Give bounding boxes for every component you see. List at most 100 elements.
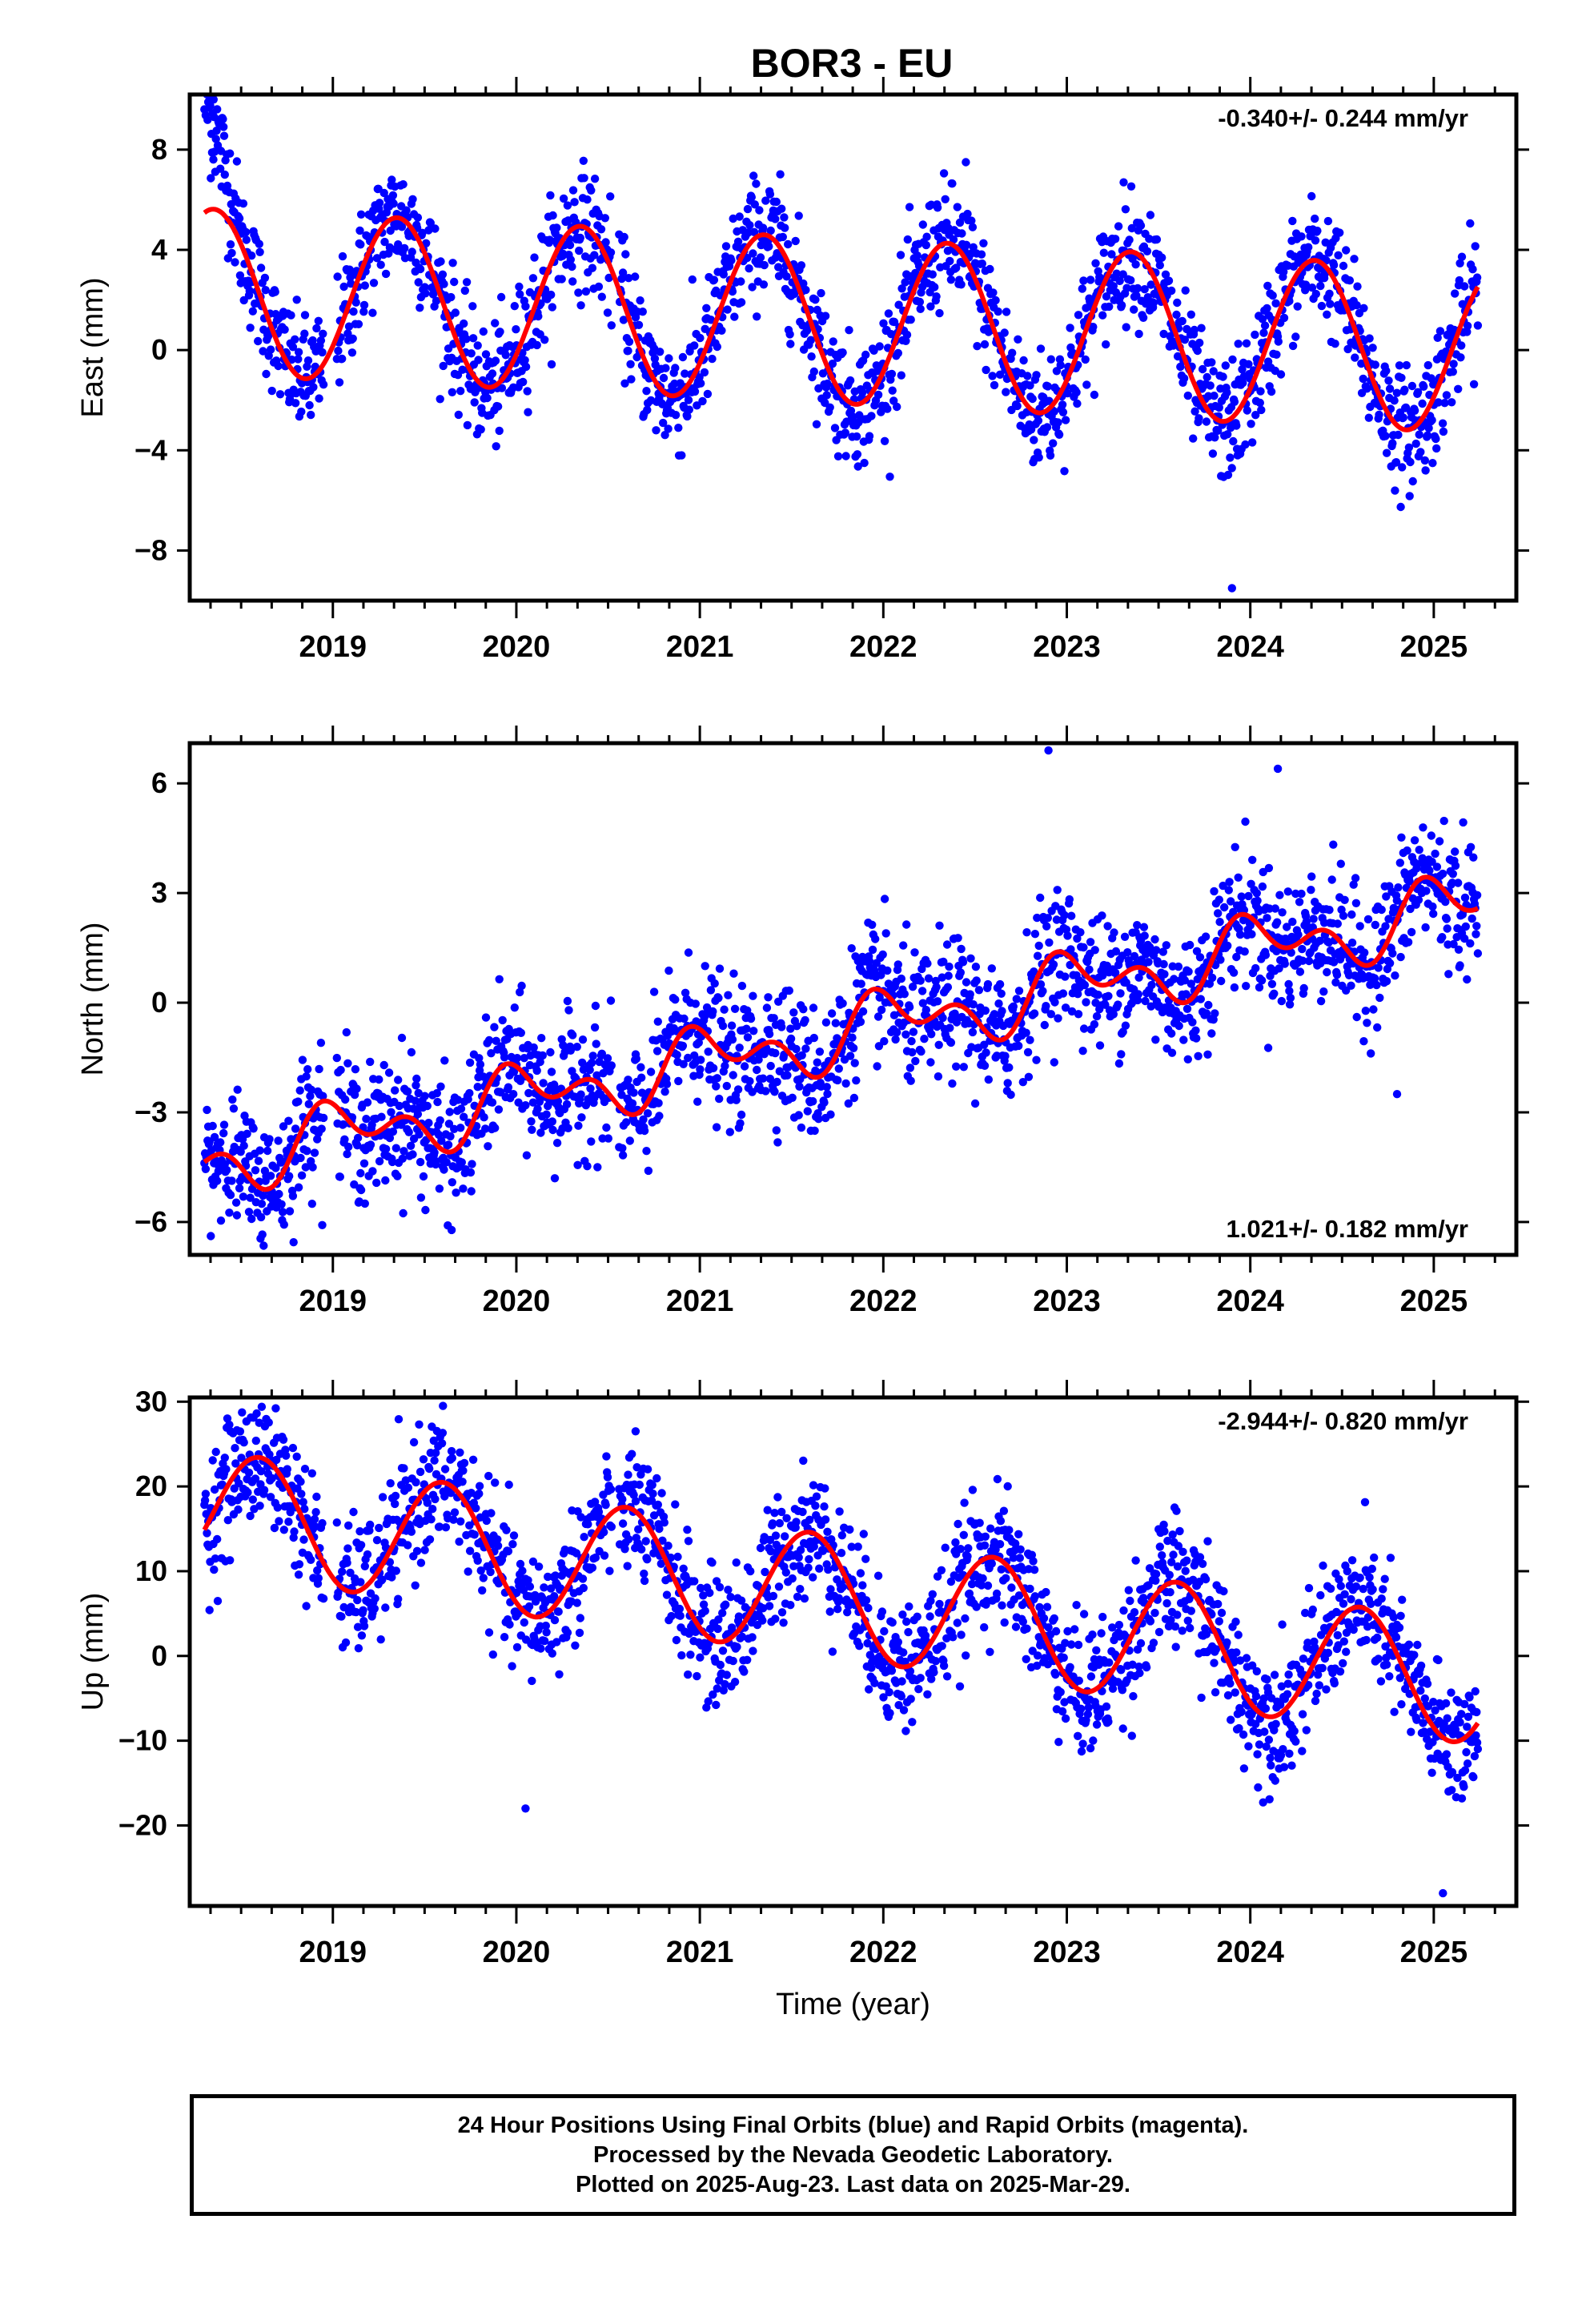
data-point bbox=[1123, 948, 1132, 957]
data-point bbox=[971, 963, 981, 971]
data-point bbox=[211, 1447, 220, 1457]
y-tick-label: −3 bbox=[135, 1096, 167, 1128]
data-point bbox=[1352, 301, 1361, 310]
data-point bbox=[495, 426, 504, 436]
data-point bbox=[1167, 286, 1176, 296]
data-point bbox=[1141, 996, 1150, 1006]
data-point bbox=[700, 368, 709, 377]
data-point bbox=[1456, 961, 1464, 970]
data-point bbox=[518, 1566, 527, 1575]
data-point bbox=[297, 407, 306, 416]
data-point bbox=[440, 1165, 448, 1174]
data-point bbox=[404, 1541, 412, 1550]
data-point bbox=[579, 156, 588, 165]
data-point bbox=[1110, 928, 1118, 937]
data-point bbox=[315, 1064, 323, 1074]
data-point bbox=[514, 1098, 523, 1107]
data-point bbox=[900, 990, 909, 999]
data-point bbox=[1122, 323, 1130, 332]
data-point bbox=[590, 175, 600, 183]
data-point bbox=[1131, 260, 1140, 269]
data-point bbox=[375, 1075, 383, 1084]
data-point bbox=[997, 989, 1006, 999]
data-point bbox=[628, 1449, 636, 1458]
data-point bbox=[413, 213, 423, 222]
data-point bbox=[958, 958, 968, 967]
data-point bbox=[228, 1095, 237, 1104]
data-point bbox=[585, 1065, 594, 1075]
data-point bbox=[316, 336, 326, 345]
data-point bbox=[891, 1035, 900, 1044]
data-point bbox=[344, 322, 354, 331]
data-point bbox=[637, 1545, 646, 1554]
data-point bbox=[684, 1670, 693, 1679]
data-point bbox=[246, 1193, 255, 1202]
data-point bbox=[252, 1268, 260, 1276]
data-point bbox=[246, 324, 255, 332]
data-point bbox=[319, 329, 327, 338]
data-point bbox=[1227, 897, 1235, 906]
plot-frame bbox=[187, 92, 1519, 603]
data-point bbox=[259, 1191, 267, 1200]
data-point bbox=[531, 1590, 540, 1600]
data-point bbox=[650, 354, 660, 363]
data-point bbox=[677, 1651, 686, 1660]
data-point bbox=[1173, 352, 1182, 361]
data-point bbox=[1179, 374, 1189, 383]
data-point bbox=[1178, 316, 1186, 326]
data-point bbox=[552, 223, 561, 232]
data-point bbox=[207, 174, 215, 183]
data-point bbox=[1304, 956, 1314, 966]
data-point bbox=[353, 1141, 362, 1150]
data-point bbox=[346, 1568, 355, 1578]
data-point bbox=[540, 336, 549, 344]
data-point bbox=[1125, 235, 1134, 244]
data-point bbox=[1081, 355, 1090, 364]
data-point bbox=[478, 1586, 487, 1595]
data-point bbox=[447, 1446, 456, 1456]
data-point bbox=[1271, 904, 1280, 913]
data-point bbox=[366, 1057, 375, 1067]
data-point bbox=[335, 1172, 344, 1181]
data-point bbox=[1443, 924, 1452, 933]
data-point bbox=[754, 1055, 763, 1064]
data-point bbox=[1441, 897, 1450, 907]
data-point bbox=[1174, 962, 1183, 971]
data-point bbox=[1440, 399, 1449, 408]
data-point bbox=[319, 1092, 327, 1100]
data-point bbox=[1323, 216, 1333, 226]
data-point bbox=[531, 1597, 540, 1606]
data-point bbox=[423, 1498, 432, 1507]
data-point bbox=[1294, 931, 1303, 939]
data-point bbox=[1005, 1063, 1014, 1072]
data-point bbox=[1400, 385, 1409, 394]
data-point bbox=[1151, 946, 1161, 955]
data-point bbox=[1195, 953, 1205, 962]
data-point bbox=[1054, 418, 1062, 427]
data-point bbox=[465, 1546, 475, 1555]
data-point bbox=[705, 1588, 714, 1598]
data-point bbox=[928, 270, 938, 279]
data-point bbox=[340, 1135, 349, 1144]
data-point bbox=[834, 1064, 844, 1073]
data-point bbox=[605, 1566, 614, 1575]
data-point bbox=[1275, 891, 1284, 899]
data-point bbox=[1241, 817, 1250, 826]
data-point bbox=[343, 1059, 352, 1068]
data-point bbox=[853, 462, 862, 471]
data-point bbox=[737, 1632, 747, 1641]
data-point bbox=[1394, 883, 1403, 892]
data-point bbox=[709, 275, 719, 284]
data-point bbox=[1066, 324, 1074, 332]
data-point bbox=[760, 260, 769, 270]
data-point bbox=[1432, 444, 1441, 453]
data-point bbox=[282, 1451, 291, 1460]
data-point bbox=[1215, 403, 1224, 412]
data-point bbox=[624, 1534, 633, 1544]
data-point bbox=[1040, 1020, 1050, 1030]
data-point bbox=[470, 398, 479, 407]
data-point bbox=[1220, 903, 1229, 912]
data-point bbox=[675, 1604, 685, 1614]
data-point bbox=[685, 405, 693, 414]
data-point bbox=[1407, 927, 1416, 937]
